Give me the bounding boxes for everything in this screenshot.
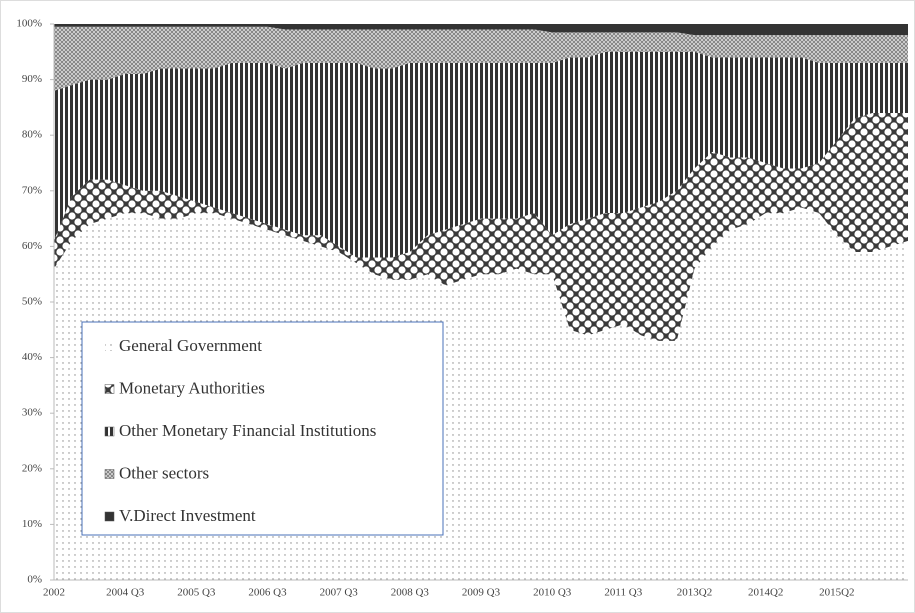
legend-label: Monetary Authorities [119, 378, 265, 397]
x-tick-label: 2005 Q3 [177, 587, 216, 599]
x-tick-label: 2015Q2 [819, 587, 854, 599]
area [54, 24, 908, 36]
y-tick-label: 70% [22, 184, 42, 196]
x-tick-label: 2002 [43, 587, 65, 599]
x-tick-label: 2007 Q3 [320, 587, 359, 599]
x-tick-label: 2008 Q3 [391, 587, 430, 599]
area [54, 51, 908, 258]
area [54, 26, 908, 91]
y-tick-label: 100% [16, 18, 42, 30]
y-tick-label: 10% [22, 518, 42, 530]
y-tick-label: 20% [22, 462, 42, 474]
y-tick-label: 0% [27, 574, 42, 586]
x-tick-label: 2013Q2 [677, 587, 712, 599]
x-tick-label: 2011 Q3 [604, 587, 642, 599]
legend: General Government Monetary Authorities Ot… [81, 321, 444, 536]
area [54, 112, 908, 341]
x-tick-label: 2014Q2 [748, 587, 783, 599]
y-tick-label: 40% [22, 351, 42, 363]
legend-swatch [104, 511, 115, 522]
legend-label: Other Monetary Financial Institutions [119, 421, 376, 440]
y-tick-label: 60% [22, 240, 42, 252]
legend-swatch [104, 469, 115, 479]
y-tick-label: 80% [22, 129, 42, 141]
legend-swatch [104, 426, 115, 437]
legend-label: Other sectors [119, 463, 209, 482]
y-tick-label: 50% [22, 296, 42, 308]
legend-swatch [104, 384, 115, 394]
legend-label: V.Direct Investment [119, 506, 256, 525]
y-tick-label: 90% [22, 73, 42, 85]
x-tick-label: 2009 Q3 [462, 587, 501, 599]
x-tick-label: 2010 Q3 [533, 587, 572, 599]
x-tick-label: 2004 Q3 [106, 587, 145, 599]
y-tick-label: 30% [22, 407, 42, 419]
legend-swatch [105, 342, 114, 351]
x-tick-label: 2006 Q3 [248, 587, 287, 599]
legend-label: General Government [119, 336, 262, 355]
legend-box [81, 321, 444, 536]
